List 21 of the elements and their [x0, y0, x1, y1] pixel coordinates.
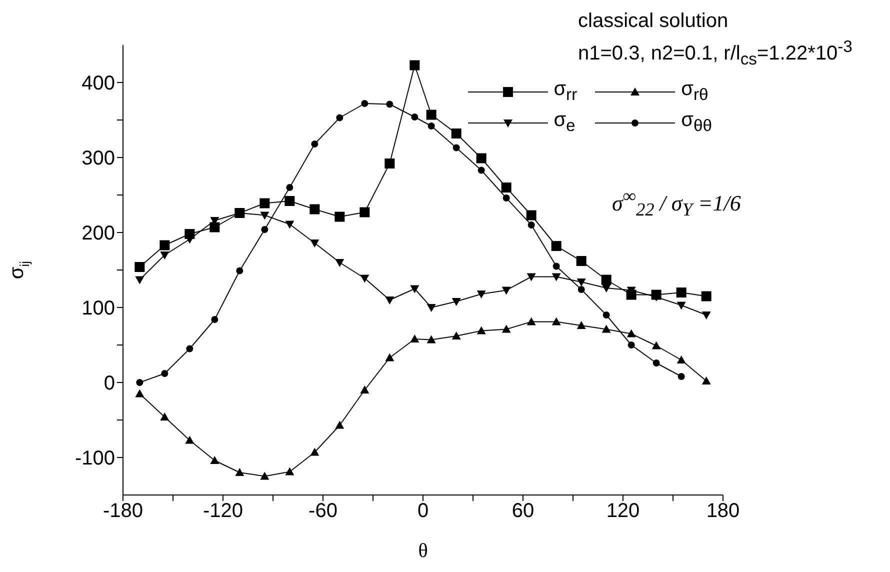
x-tick-label: 120 — [606, 500, 640, 522]
legend-label: σ$_{rr}$ — [554, 78, 578, 105]
y-tick-label: -100 — [74, 448, 115, 470]
legend-label: σ$_{e}$ — [554, 109, 576, 136]
legend-label: σ$_{rθ}$ — [681, 78, 708, 105]
y-tick-label: 300 — [82, 148, 115, 170]
x-tick-label: -60 — [308, 500, 338, 522]
x-tick-label: -180 — [102, 500, 144, 522]
legend-label: σ$_{θθ}$ — [681, 109, 712, 136]
x-tick-label: 180 — [706, 500, 740, 522]
text: classical solution — [578, 9, 730, 34]
y-tick-label: 0 — [104, 372, 115, 395]
x-tick-label: 0 — [417, 500, 429, 522]
annotation: σ$^{∞}$$_{22}$ / σ$_{Y}$ =1/6 — [612, 186, 741, 221]
y-tick-label: 100 — [82, 298, 115, 320]
x-tick-label: -120 — [202, 500, 244, 522]
y-tick-label: 200 — [82, 222, 115, 245]
y-tick-label: 400 — [82, 72, 115, 95]
annotation: n1=0.3, n2=0.1, r/l$_{cs}$=1.22*10$^{-3}$ — [578, 36, 852, 71]
x-axis-title: θ — [418, 540, 428, 562]
x-tick-label: 60 — [512, 500, 534, 522]
